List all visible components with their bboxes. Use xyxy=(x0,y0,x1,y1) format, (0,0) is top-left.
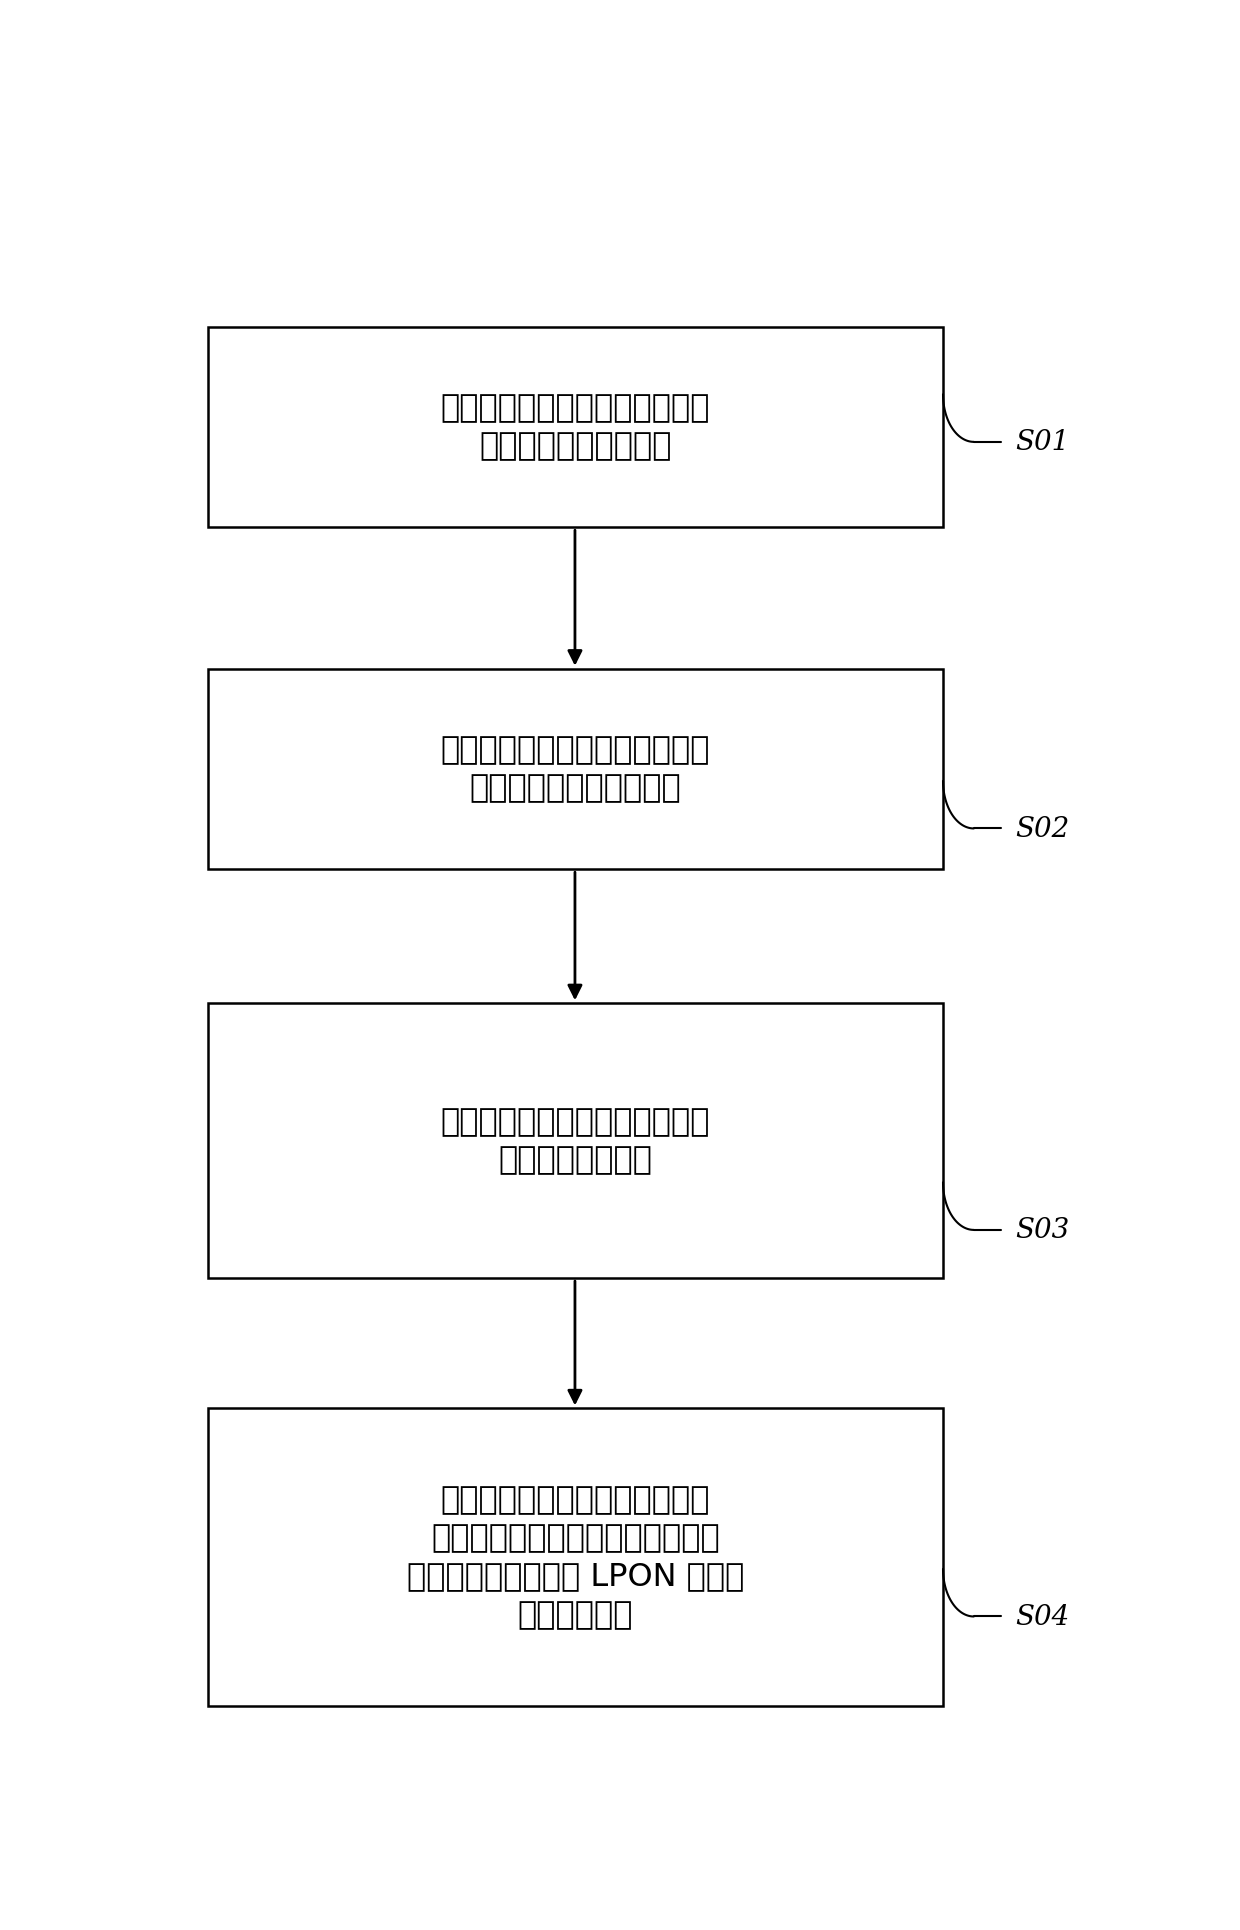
Text: 进行烧结处理，获得 LPON 改性的: 进行烧结处理，获得 LPON 改性的 xyxy=(407,1561,744,1592)
Bar xyxy=(208,328,942,529)
Text: 理得到改性前驱体: 理得到改性前驱体 xyxy=(498,1144,652,1175)
Text: S04: S04 xyxy=(1016,1604,1069,1631)
Text: S01: S01 xyxy=(1016,428,1069,455)
Text: 等有机碳源，在含有氩气的气氛中: 等有机碳源，在含有氩气的气氛中 xyxy=(432,1523,719,1554)
Bar xyxy=(208,670,942,870)
Text: 混合前驱体在氮源气氛中烧结处: 混合前驱体在氮源气氛中烧结处 xyxy=(440,1106,711,1137)
Text: S03: S03 xyxy=(1016,1216,1069,1243)
Text: 体混合，获得混合前驱体: 体混合，获得混合前驱体 xyxy=(470,774,681,805)
Text: S02: S02 xyxy=(1016,816,1069,843)
Bar xyxy=(208,1409,942,1706)
Text: 将改性前驱体加入蔗糖或柠檬酸: 将改性前驱体加入蔗糖或柠檬酸 xyxy=(440,1484,711,1515)
Text: 合处理，获得混合粉体: 合处理，获得混合粉体 xyxy=(479,430,672,463)
Text: 将混合粉体与一定量的磷酸锂粉: 将混合粉体与一定量的磷酸锂粉 xyxy=(440,735,711,766)
Text: 硅碳复合材料: 硅碳复合材料 xyxy=(517,1598,634,1629)
Bar xyxy=(208,1004,942,1278)
Text: 将硅粉和二氧化硅粉进行球磨混: 将硅粉和二氧化硅粉进行球磨混 xyxy=(440,394,711,425)
